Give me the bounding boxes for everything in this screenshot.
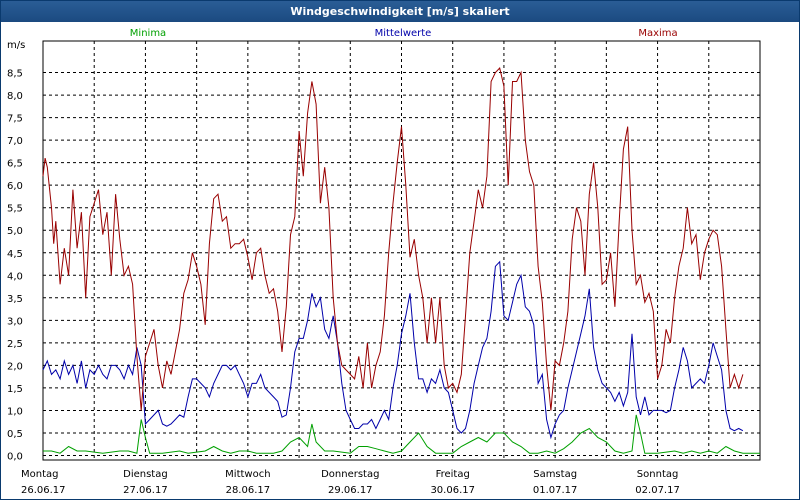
chart-canvas: 0,0 0,5 1,0 1,5 2,0 2,5 3,0 3,5 4,0 4,5 5,0 5,5 6,0 6…: [7, 28, 761, 496]
series-line-mittelwerte: [42, 260, 744, 440]
y-tick-label: 7,5: [7, 114, 23, 125]
y-tick-label: 7,0: [7, 136, 23, 147]
x-tick-day: Dienstag: [123, 469, 168, 480]
y-tick-label: 5,5: [7, 204, 23, 215]
y-tick-label: 2,5: [7, 339, 23, 350]
chart-title: Windgeschwindigkeit [m/s] skaliert: [1, 1, 799, 22]
y-axis-label: m/s: [7, 40, 25, 51]
y-tick-label: 4,5: [7, 249, 23, 260]
x-tick-day: Mittwoch: [225, 469, 270, 480]
x-tick-day: Samstag: [533, 469, 577, 480]
y-tick-label: 1,5: [7, 384, 23, 395]
y-tick-label: 3,5: [7, 294, 23, 305]
legend-minima: Minima: [130, 28, 166, 39]
x-tick-date: 01.07.17: [533, 485, 578, 496]
x-tick-day: Donnerstag: [321, 469, 379, 480]
y-tick-label: 8,0: [7, 91, 23, 102]
y-tick-label: 4,0: [7, 271, 23, 282]
legend-mittelwerte: Mittelwerte: [375, 28, 432, 39]
y-tick-label: 2,0: [7, 361, 23, 372]
x-tick-date: 28.06.17: [226, 485, 271, 496]
y-tick-label: 1,0: [7, 406, 23, 417]
x-tick-date: 26.06.17: [21, 485, 66, 496]
x-tick-date: 27.06.17: [123, 485, 168, 496]
x-tick-day: Freitag: [436, 469, 470, 480]
legend-maxima: Maxima: [638, 28, 677, 39]
y-tick-label: 6,0: [7, 181, 23, 192]
x-tick-day: Sonntag: [637, 469, 679, 480]
y-tick-label: 0,0: [7, 451, 23, 462]
y-tick-label: 3,0: [7, 316, 23, 327]
x-tick-day: Montag: [21, 469, 58, 480]
y-tick-label: 8,5: [7, 69, 23, 80]
series-line-maxima: [42, 66, 744, 411]
x-tick-date: 02.07.17: [635, 485, 680, 496]
y-tick-label: 6,5: [7, 159, 23, 170]
x-tick-date: 30.06.17: [430, 485, 475, 496]
y-tick-label: 5,0: [7, 226, 23, 237]
series-line-minima: [43, 414, 760, 454]
x-tick-date: 29.06.17: [328, 485, 373, 496]
y-tick-label: 0,5: [7, 429, 23, 440]
